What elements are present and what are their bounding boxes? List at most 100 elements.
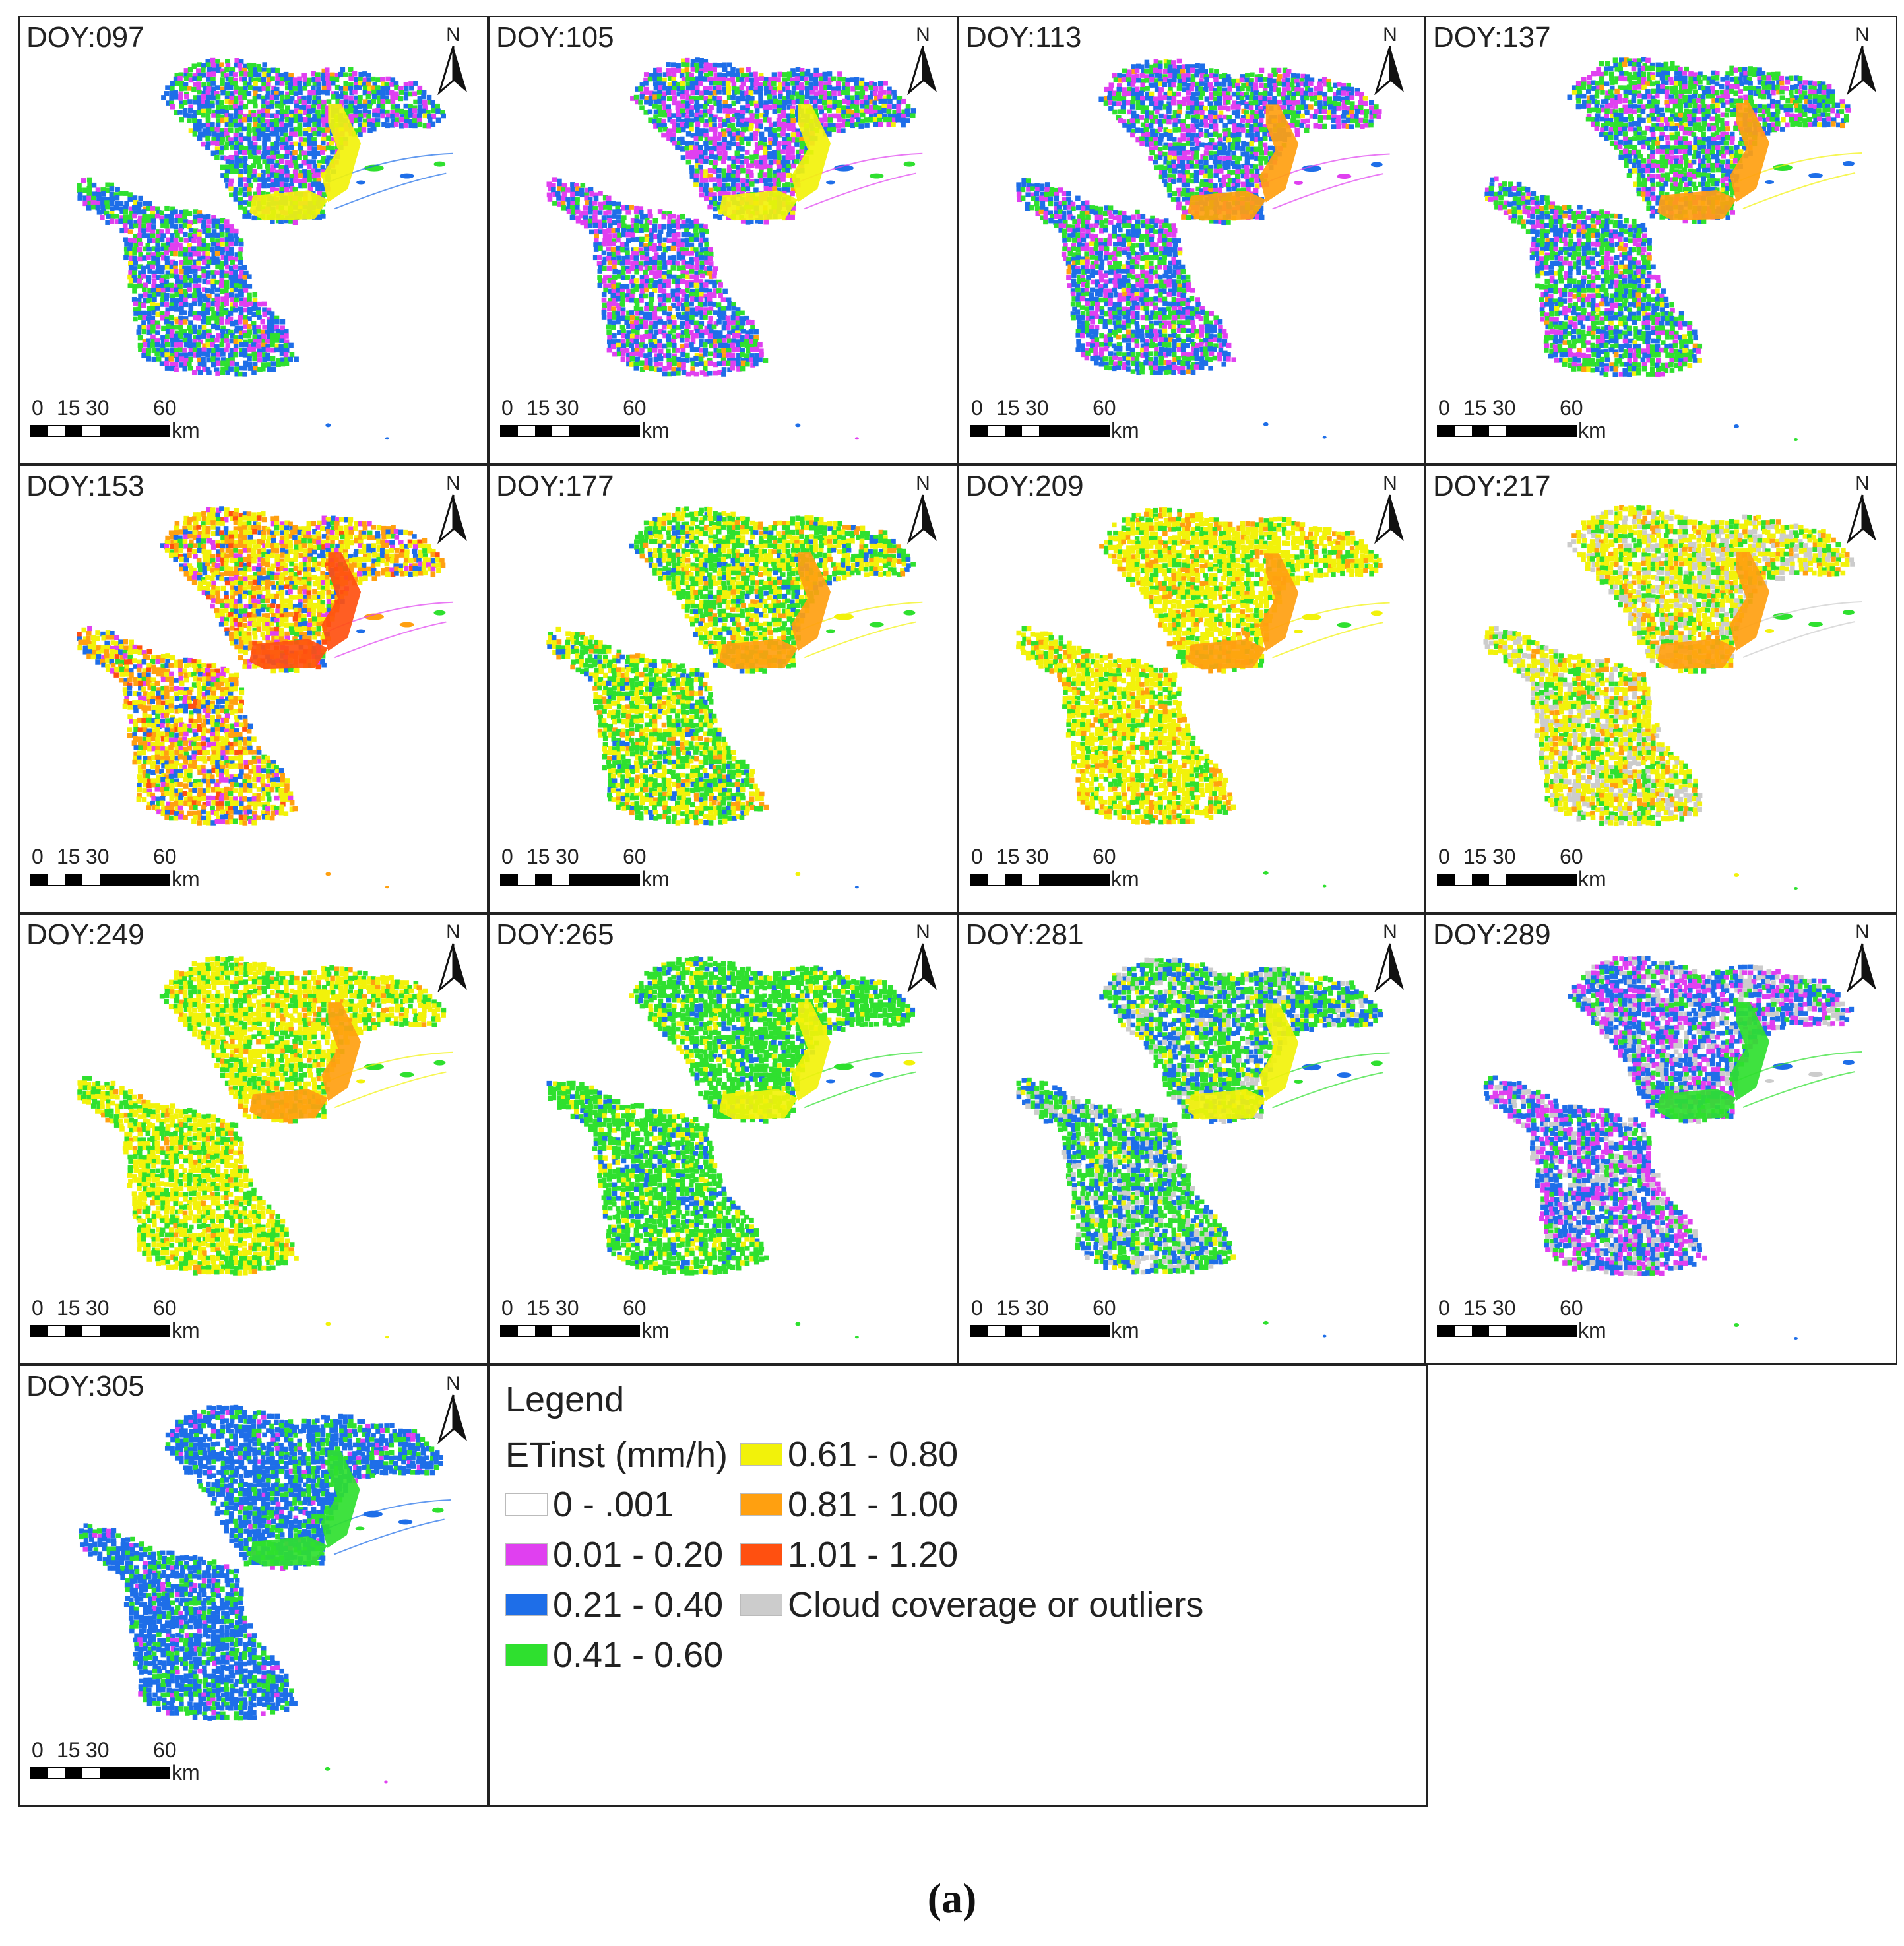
scale-tick-label: 15 bbox=[996, 396, 1020, 420]
legend-label: 0.81 - 1.00 bbox=[788, 1484, 958, 1525]
legend-swatch bbox=[740, 1543, 782, 1566]
legend-item: 0 - .001 bbox=[505, 1485, 674, 1524]
north-arrow-icon: N bbox=[1374, 921, 1404, 992]
north-arrow-icon: N bbox=[437, 472, 467, 544]
map-grid: DOY:097 N 0 15 30 60 km DOY:105 N 0 15 30 60 km DOY:11… bbox=[18, 16, 1897, 1807]
doy-label: DOY:153 bbox=[26, 470, 144, 503]
scale-unit: km bbox=[1578, 418, 1606, 443]
scale-unit: km bbox=[172, 867, 200, 892]
scale-tick-label: 0 bbox=[501, 396, 513, 420]
legend-item: 0.01 - 0.20 bbox=[505, 1535, 723, 1574]
legend-label: 0.21 - 0.40 bbox=[553, 1584, 723, 1625]
scale-tick-label: 0 bbox=[32, 1738, 44, 1763]
map-panel: DOY:153 N 0 15 30 60 km bbox=[18, 465, 488, 913]
doy-label: DOY:305 bbox=[26, 1370, 144, 1403]
et-map bbox=[546, 57, 923, 440]
north-arrow-icon: N bbox=[1374, 24, 1404, 95]
scale-tick-label: 0 bbox=[501, 845, 513, 869]
north-label: N bbox=[446, 24, 460, 46]
doy-label: DOY:105 bbox=[496, 21, 614, 54]
scale-bar: 0 15 30 60 km bbox=[30, 1296, 228, 1355]
map-panel: DOY:217 N 0 15 30 60 km bbox=[1425, 465, 1897, 913]
scale-tick-label: 60 bbox=[153, 1296, 177, 1320]
north-label: N bbox=[1383, 472, 1397, 494]
legend-subtitle: ETinst (mm/h) bbox=[505, 1435, 728, 1476]
scale-tick-label: 15 bbox=[1463, 845, 1487, 869]
scale-tick-label: 0 bbox=[1438, 845, 1450, 869]
et-map bbox=[77, 57, 453, 440]
legend-item: 0.41 - 0.60 bbox=[505, 1635, 723, 1675]
north-arrow-icon: N bbox=[1847, 472, 1876, 544]
north-label: N bbox=[446, 1373, 460, 1394]
scale-bar: 0 15 30 60 km bbox=[500, 845, 698, 904]
scale-bar: 0 15 30 60 km bbox=[970, 1296, 1168, 1355]
map-panel: DOY:113 N 0 15 30 60 km bbox=[958, 16, 1425, 465]
scale-tick-label: 0 bbox=[32, 845, 44, 869]
scale-tick-label: 15 bbox=[526, 396, 550, 420]
north-label: N bbox=[446, 472, 460, 494]
scale-tick-label: 0 bbox=[501, 1296, 513, 1320]
scale-tick-label: 30 bbox=[1025, 845, 1049, 869]
scale-tick-label: 60 bbox=[1560, 396, 1583, 420]
doy-label: DOY:281 bbox=[966, 919, 1084, 952]
et-map bbox=[1483, 505, 1862, 890]
scale-tick-label: 60 bbox=[153, 1738, 177, 1763]
scale-tick-label: 60 bbox=[623, 396, 647, 420]
scale-bar: 0 15 30 60 km bbox=[30, 396, 228, 455]
legend-label: 0.61 - 0.80 bbox=[788, 1434, 958, 1475]
scale-tick-label: 60 bbox=[1093, 845, 1116, 869]
scale-tick-label: 15 bbox=[526, 1296, 550, 1320]
scale-tick-label: 30 bbox=[86, 396, 110, 420]
scale-tick-label: 15 bbox=[1463, 1296, 1487, 1320]
north-arrow-icon: N bbox=[437, 24, 467, 95]
north-label: N bbox=[1383, 24, 1397, 46]
legend-item: 0.21 - 0.40 bbox=[505, 1585, 723, 1625]
scale-tick-label: 30 bbox=[1025, 396, 1049, 420]
scale-bar: 0 15 30 60 km bbox=[500, 1296, 698, 1355]
scale-unit: km bbox=[172, 418, 200, 443]
map-panel: DOY:097 N 0 15 30 60 km bbox=[18, 16, 488, 465]
north-label: N bbox=[916, 921, 930, 943]
scale-tick-label: 15 bbox=[996, 1296, 1020, 1320]
map-panel: DOY:305 N 0 15 30 60 km bbox=[18, 1365, 488, 1807]
scale-tick-label: 60 bbox=[1093, 1296, 1116, 1320]
legend-swatch bbox=[740, 1493, 782, 1516]
legend-item: Cloud coverage or outliers bbox=[740, 1585, 1203, 1625]
north-arrow-icon: N bbox=[1847, 921, 1876, 992]
map-panel: DOY:249 N 0 15 30 60 km bbox=[18, 913, 488, 1365]
scale-bar: 0 15 30 60 km bbox=[30, 845, 228, 904]
scale-bar: 0 15 30 60 km bbox=[1437, 396, 1635, 455]
scale-tick-label: 15 bbox=[996, 845, 1020, 869]
doy-label: DOY:249 bbox=[26, 919, 144, 952]
north-arrow-icon: N bbox=[907, 24, 937, 95]
scale-unit: km bbox=[172, 1761, 200, 1785]
scale-tick-label: 0 bbox=[32, 1296, 44, 1320]
north-label: N bbox=[1855, 472, 1870, 494]
scale-tick-label: 15 bbox=[57, 1296, 80, 1320]
legend-label: 0.01 - 0.20 bbox=[553, 1534, 723, 1575]
scale-bar: 0 15 30 60 km bbox=[1437, 1296, 1635, 1355]
scale-tick-label: 60 bbox=[1560, 1296, 1583, 1320]
legend-label: Cloud coverage or outliers bbox=[788, 1584, 1203, 1625]
doy-label: DOY:137 bbox=[1433, 21, 1551, 54]
doy-label: DOY:217 bbox=[1433, 470, 1551, 503]
map-panel: DOY:265 N 0 15 30 60 km bbox=[488, 913, 958, 1365]
figure-caption: (a) bbox=[0, 1874, 1904, 1923]
et-map bbox=[1016, 957, 1390, 1338]
legend-title: Legend bbox=[505, 1379, 624, 1420]
scale-unit: km bbox=[641, 418, 670, 443]
north-arrow-icon: N bbox=[1374, 472, 1404, 544]
scale-tick-label: 60 bbox=[623, 845, 647, 869]
legend-label: 0.41 - 0.60 bbox=[553, 1635, 723, 1675]
scale-bar: 0 15 30 60 km bbox=[970, 845, 1168, 904]
legend-swatch bbox=[505, 1493, 548, 1516]
scale-tick-label: 15 bbox=[57, 396, 80, 420]
et-map bbox=[77, 506, 453, 889]
north-arrow-icon: N bbox=[907, 921, 937, 992]
map-panel: DOY:281 N 0 15 30 60 km bbox=[958, 913, 1425, 1365]
north-arrow-icon: N bbox=[437, 921, 467, 992]
scale-tick-label: 30 bbox=[555, 1296, 579, 1320]
scale-unit: km bbox=[641, 1318, 670, 1343]
scale-unit: km bbox=[1578, 1318, 1606, 1343]
legend-item: 0.61 - 0.80 bbox=[740, 1435, 958, 1474]
